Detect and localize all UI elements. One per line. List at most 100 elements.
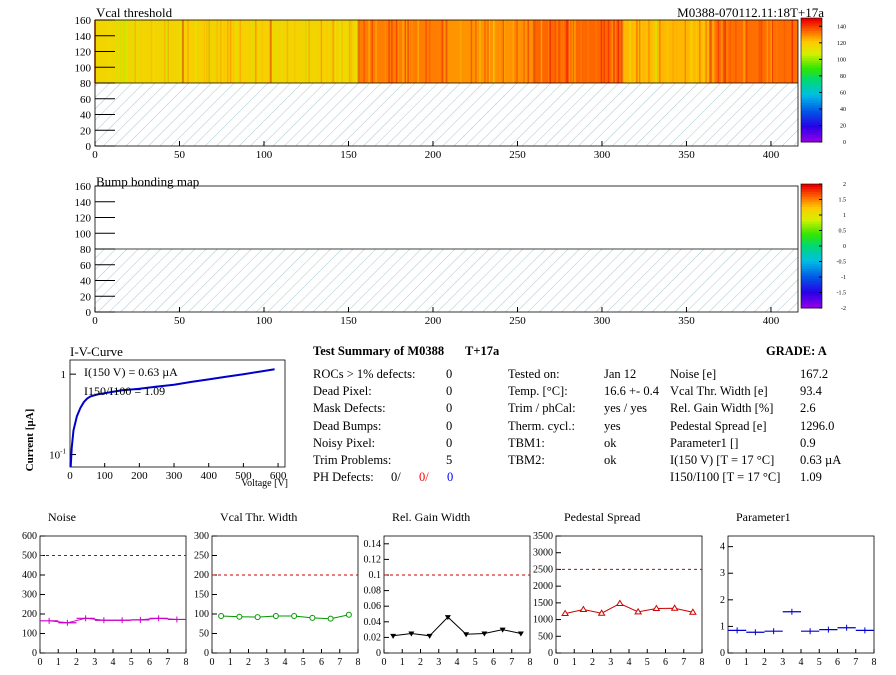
roc-x-tick-label: 6 [835, 657, 840, 668]
roc-x-tick-label: 7 [853, 657, 858, 668]
iv-x-tick-label: 300 [166, 470, 183, 482]
summary-right-label: Noise [e] [670, 367, 716, 382]
y-tick-label: 0 [86, 307, 92, 319]
summary-left-label: Mask Defects: [313, 401, 386, 416]
palette-tick-label: 40 [840, 107, 846, 113]
roc-x-tick-label: 1 [744, 657, 749, 668]
y-tick-label: 60 [80, 260, 92, 272]
summary-right-value: 0.63 µA [800, 453, 841, 468]
x-tick-label: 250 [509, 149, 526, 161]
summary-left-value: 0 [446, 419, 452, 434]
ph-defects-value: 0 [447, 470, 453, 485]
summary-left-label: Trim Problems: [313, 453, 391, 468]
summary-left-label: Dead Pixel: [313, 384, 372, 399]
summary-heading: Test Summary of M0388 [313, 344, 444, 359]
roc-x-tick-label: 4 [799, 657, 804, 668]
ph-defects-value: 0/ [391, 470, 401, 485]
vcal-map-title: Vcal threshold [96, 5, 173, 20]
palette-tick-label: 100 [837, 57, 846, 63]
y-tick-label: 100 [75, 62, 92, 74]
summary-right-value: 0.9 [800, 436, 816, 451]
y-tick-label: 160 [75, 15, 92, 27]
roc-plot-frame [728, 536, 874, 653]
iv-y-tick-label: 10-1 [49, 448, 66, 462]
hatched-region [95, 83, 798, 146]
iv-x-tick-label: 100 [96, 470, 113, 482]
summary-left-label: Dead Bumps: [313, 419, 381, 434]
iv-x-tick-label: 500 [235, 470, 252, 482]
y-tick-label: 140 [75, 31, 92, 43]
summary-right-value: 167.2 [800, 367, 828, 382]
summary-middle-value: 16.6 +- 0.4 [604, 384, 659, 399]
y-tick-label: 120 [75, 213, 92, 225]
summary-left-label: ROCs > 1% defects: [313, 367, 416, 382]
y-tick-label: 20 [80, 125, 92, 137]
palette-tick-label: 0 [843, 244, 846, 250]
roc-plot-title: Parameter1 [736, 510, 791, 524]
palette-tick-label: -2 [841, 306, 846, 312]
roc-x-tick-label: 8 [872, 657, 877, 668]
summary-middle-value: yes / yes [604, 401, 647, 416]
ph-defects-label: PH Defects: [313, 470, 374, 485]
palette-tick-label: 80 [840, 74, 846, 80]
x-tick-label: 400 [763, 149, 780, 161]
palette-tick-label: -1 [841, 275, 846, 281]
x-tick-label: 300 [594, 315, 611, 327]
summary-middle-value: ok [604, 436, 617, 451]
iv-annotation-current: I(150 V) = 0.63 µA [84, 365, 178, 379]
iv-ylabel: Current [µA] [24, 409, 36, 472]
hatched-region [95, 249, 798, 312]
palette-tick-label: 120 [837, 41, 846, 47]
roc-y-tick-label: 1 [720, 621, 725, 632]
summary-middle-value: ok [604, 453, 617, 468]
x-tick-label: 150 [340, 149, 357, 161]
x-tick-label: 200 [425, 315, 442, 327]
iv-x-tick-label: 0 [67, 470, 73, 482]
summary-left-value: 0 [446, 436, 452, 451]
vcal-threshold-map: Vcal threshold M0388-070112.11:18T+17a 0… [0, 0, 896, 165]
x-tick-label: 100 [256, 315, 273, 327]
x-tick-label: 50 [174, 149, 186, 161]
iv-y-tick-label: 1 [61, 369, 67, 381]
summary-left-value: 0 [446, 384, 452, 399]
summary-left-value: 0 [446, 367, 452, 382]
palette-tick-label: 140 [837, 24, 846, 30]
x-tick-label: 250 [509, 315, 526, 327]
y-tick-label: 60 [80, 94, 92, 106]
summary-middle-label: TBM1: [508, 436, 545, 451]
y-tick-label: 0 [86, 141, 92, 153]
summary-left-value: 5 [446, 453, 452, 468]
roc-y-tick-label: 3 [720, 568, 725, 579]
iv-annotation-ratio: I150/I100 = 1.09 [84, 384, 165, 398]
x-tick-label: 0 [92, 315, 98, 327]
roc-x-tick-label: 5 [817, 657, 822, 668]
y-tick-label: 160 [75, 181, 92, 193]
x-tick-label: 400 [763, 315, 780, 327]
roc-y-tick-label: 0 [720, 648, 725, 659]
roc-y-tick-label: 2 [720, 595, 725, 606]
grade-label: GRADE: A [766, 344, 827, 359]
y-tick-label: 140 [75, 197, 92, 209]
palette-tick-label: 0 [843, 140, 846, 146]
iv-curve-plot: I-V-Curve Current [µA] Voltage [V] 0 100 2… [0, 340, 300, 490]
bump-map-title: Bump bonding map [96, 174, 199, 189]
iv-x-tick-label: 600 [270, 470, 287, 482]
iv-x-tick-label: 400 [200, 470, 217, 482]
x-tick-label: 0 [92, 149, 98, 161]
roc-x-tick-label: 2 [762, 657, 767, 668]
x-tick-label: 350 [678, 315, 695, 327]
roc-y-tick-label: 4 [720, 542, 725, 553]
summary-right-label: I150/I100 [T = 17 °C] [670, 470, 780, 485]
roc-x-tick-label: 0 [726, 657, 731, 668]
iv-title: I-V-Curve [70, 344, 123, 359]
roc-x-tick-label: 3 [780, 657, 785, 668]
summary-middle-label: Therm. cycl.: [508, 419, 575, 434]
y-tick-label: 100 [75, 228, 92, 240]
y-tick-label: 40 [80, 110, 92, 122]
summary-right-label: Pedestal Spread [e] [670, 419, 767, 434]
summary-right-label: I(150 V) [T = 17 °C] [670, 453, 774, 468]
palette-tick-label: 1.5 [839, 198, 847, 204]
summary-right-value: 2.6 [800, 401, 816, 416]
y-tick-label: 80 [80, 78, 92, 90]
summary-tag: T+17a [465, 344, 499, 359]
